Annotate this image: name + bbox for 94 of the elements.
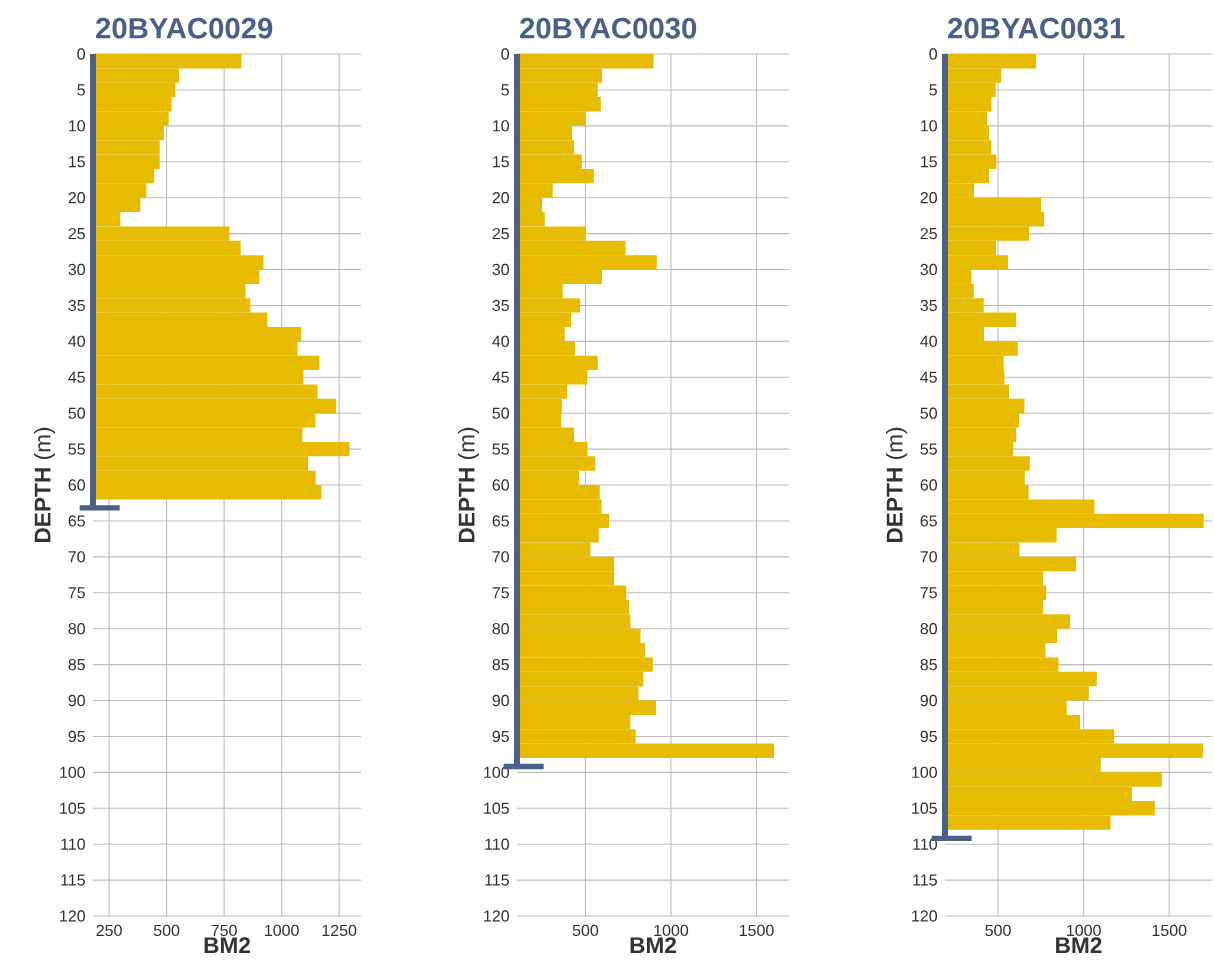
y-tick-label: 80: [920, 623, 938, 635]
y-tick-label: 70: [492, 551, 510, 563]
y-tick-label: 115: [61, 874, 85, 886]
y-tick-label: 75: [920, 587, 937, 599]
x-tick-label: 750: [211, 924, 237, 937]
chart-title: 20BYAC0031: [948, 17, 1125, 39]
y-tick-label: 115: [485, 874, 509, 886]
y-tick-label: 90: [492, 694, 510, 707]
x-tick-label: 500: [572, 924, 599, 937]
y-tick-label: 30: [68, 263, 85, 276]
chart-title: 20BYAC0030: [520, 17, 697, 39]
y-tick-label: 35: [68, 299, 85, 312]
x-tick-label: 1000: [1067, 924, 1101, 937]
y-tick-label: 110: [61, 838, 86, 850]
y-tick-label: 120: [912, 910, 938, 922]
y-tick-label: 75: [68, 587, 85, 599]
y-tick-label: 15: [69, 156, 85, 168]
y-tick-label: 25: [492, 227, 509, 240]
y-tick-label: 60: [492, 479, 510, 491]
y-tick-label: 55: [920, 443, 937, 455]
y-tick-label: 25: [920, 227, 937, 240]
x-axis-title: BM2: [204, 937, 251, 954]
x-tick-label: 1000: [654, 924, 689, 937]
y-tick-label: 40: [492, 335, 510, 348]
y-tick-label: 10: [69, 120, 85, 132]
y-tick-label: 0: [77, 48, 86, 60]
y-tick-label: 10: [493, 120, 510, 132]
y-tick-label: 40: [68, 335, 85, 348]
y-tick-label: 0: [501, 48, 510, 60]
y-tick-label: 60: [920, 479, 938, 491]
y-tick-label: 55: [68, 443, 85, 455]
y-tick-label: 105: [912, 802, 937, 814]
y-tick-label: 35: [492, 299, 509, 312]
y-tick-label: 95: [68, 730, 85, 743]
y-tick-label: 35: [920, 299, 937, 312]
y-tick-label: 75: [492, 587, 509, 599]
y-tick-label: 45: [492, 371, 509, 383]
y-tick-label: 70: [920, 551, 938, 563]
x-tick-label: 500: [985, 924, 1011, 937]
y-tick-label: 85: [492, 658, 509, 671]
y-tick-label: 20: [920, 192, 938, 204]
chart-title: 20BYAC0029: [96, 17, 273, 39]
y-tick-label: 120: [484, 910, 509, 922]
y-tick-label: 100: [60, 766, 85, 779]
x-tick-label: 500: [153, 924, 180, 937]
y-tick-label: 90: [68, 694, 85, 707]
y-axis-title: DEPTH (m): [458, 427, 480, 543]
y-tick-label: 20: [68, 192, 85, 204]
y-tick-label: 80: [68, 623, 85, 635]
y-tick-label: 65: [68, 515, 85, 527]
x-tick-label: 1500: [739, 924, 774, 937]
x-axis-title: BM2: [1056, 937, 1102, 954]
y-tick-label: 5: [77, 84, 85, 96]
x-tick-label: 1500: [1152, 924, 1187, 937]
x-tick-label: 1000: [265, 924, 299, 937]
y-axis-title: DEPTH (m): [886, 427, 908, 543]
y-tick-label: 5: [501, 84, 509, 96]
y-tick-label: 105: [60, 802, 85, 814]
y-tick-label: 60: [68, 479, 85, 491]
y-tick-label: 85: [920, 658, 937, 671]
y-tick-label: 45: [68, 371, 85, 383]
y-tick-label: 95: [492, 730, 509, 743]
y-tick-label: 45: [920, 371, 937, 383]
y-tick-label: 30: [920, 263, 938, 276]
y-tick-label: 30: [492, 263, 510, 276]
y-tick-label: 100: [484, 766, 509, 779]
y-tick-label: 115: [913, 874, 937, 886]
y-tick-label: 100: [912, 766, 938, 779]
y-tick-label: 15: [493, 156, 509, 168]
y-tick-label: 25: [68, 227, 85, 240]
y-tick-label: 55: [492, 443, 509, 455]
y-tick-label: 65: [920, 515, 937, 527]
y-tick-label: 40: [920, 335, 938, 348]
x-tick-label: 250: [96, 924, 122, 937]
y-tick-label: 105: [484, 802, 509, 814]
y-tick-label: 50: [68, 407, 85, 419]
y-tick-label: 95: [920, 730, 937, 743]
x-axis-title: BM2: [630, 937, 677, 954]
y-tick-label: 110: [485, 838, 510, 850]
y-axis-title: DEPTH (m): [34, 427, 56, 543]
y-tick-label: 20: [492, 192, 510, 204]
y-tick-label: 70: [68, 551, 85, 563]
y-tick-label: 90: [920, 694, 938, 707]
y-tick-label: 120: [60, 910, 85, 922]
x-tick-label: 1250: [322, 924, 357, 937]
y-tick-label: 5: [929, 84, 937, 96]
y-tick-label: 50: [920, 407, 938, 419]
y-tick-label: 50: [492, 407, 510, 419]
y-tick-label: 10: [921, 120, 938, 132]
y-tick-label: 15: [921, 156, 937, 168]
y-tick-label: 80: [492, 623, 510, 635]
y-tick-label: 85: [68, 658, 85, 671]
y-tick-label: 0: [929, 48, 938, 60]
y-tick-label: 65: [492, 515, 509, 527]
